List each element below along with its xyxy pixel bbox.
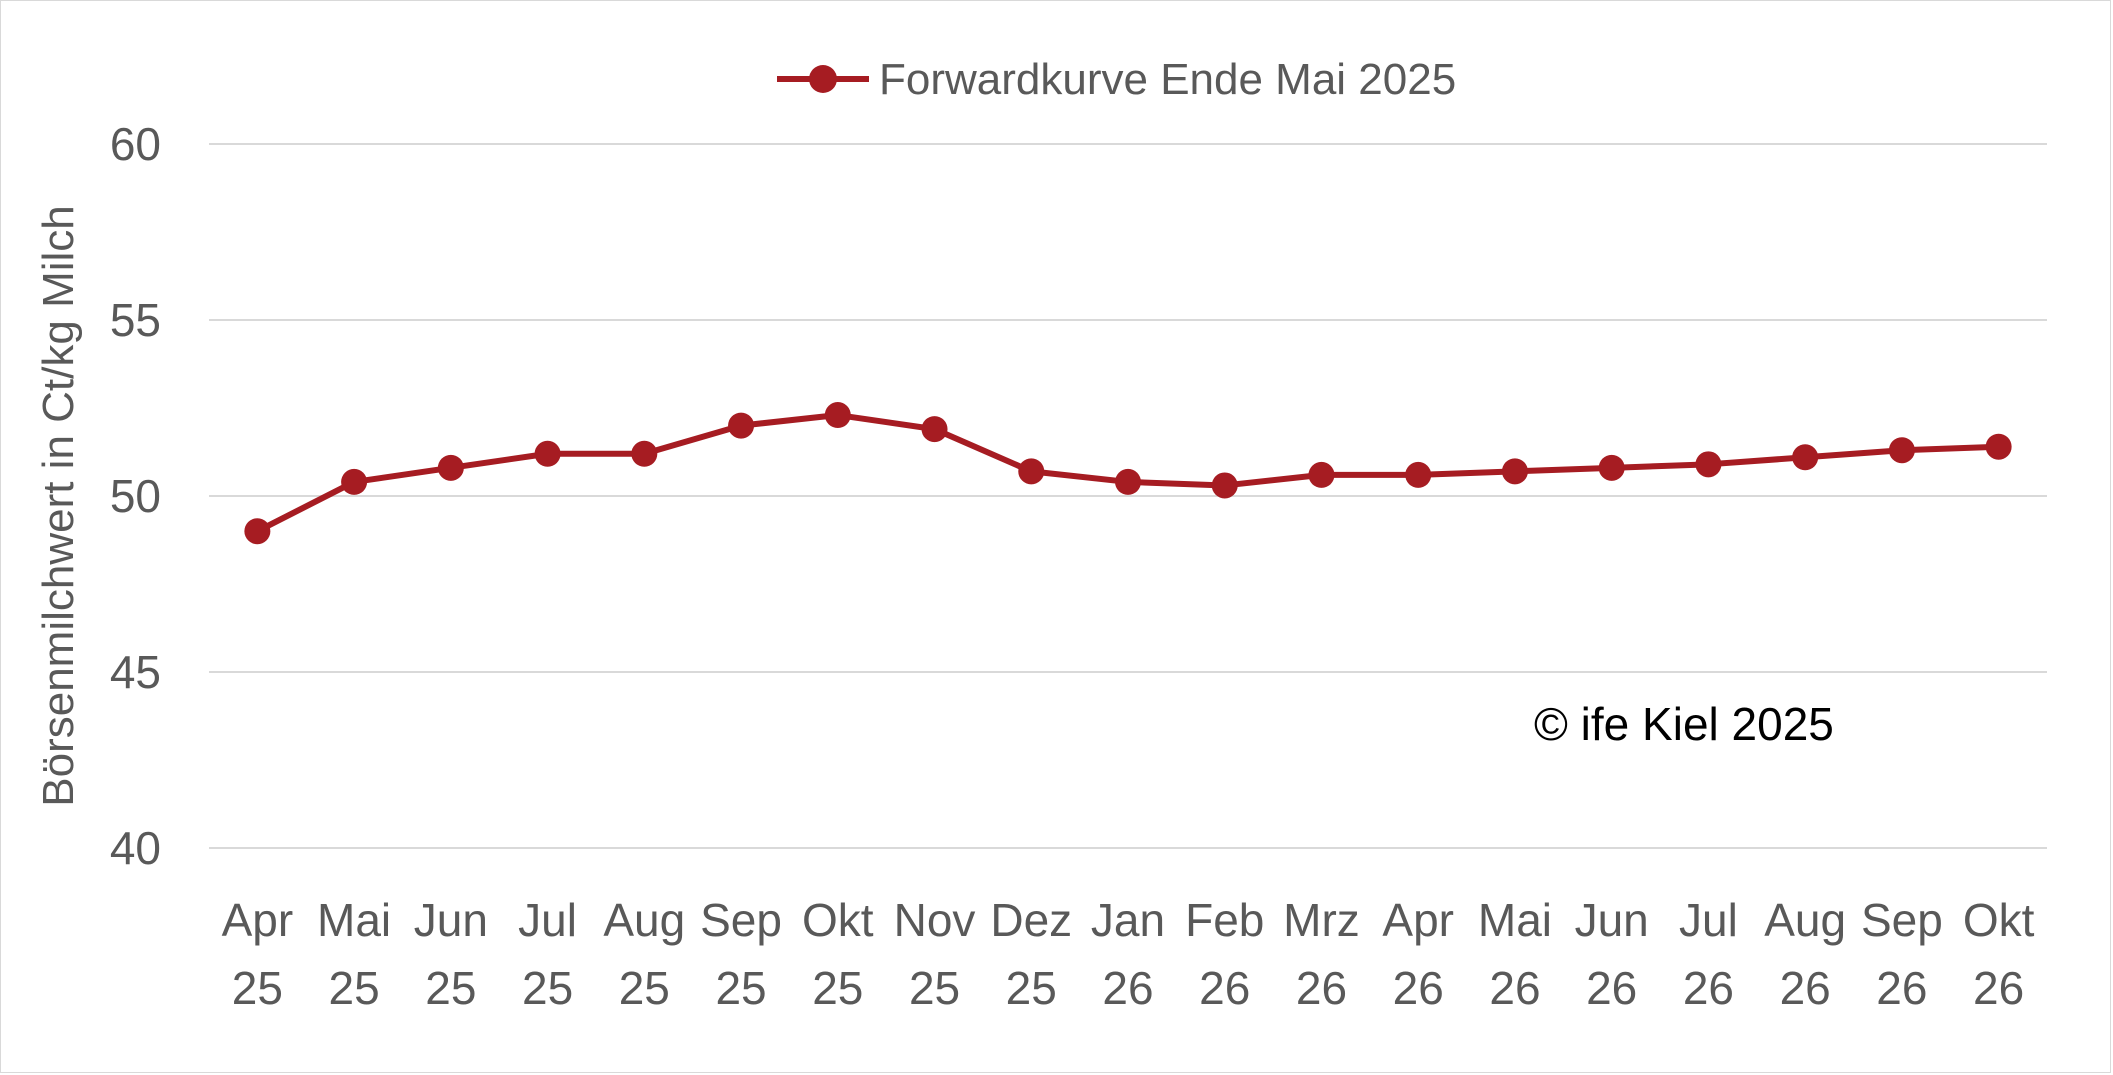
x-tick-label-month: Mrz (1283, 894, 1360, 946)
x-tick-label-year: 25 (522, 962, 573, 1014)
data-point (1985, 433, 2012, 460)
x-tick-label-year: 25 (1006, 962, 1057, 1014)
legend: Forwardkurve Ende Mai 2025 (777, 55, 1456, 104)
data-point (1598, 454, 1625, 481)
data-point (244, 518, 271, 545)
x-tick-label-month: Dez (990, 894, 1072, 946)
y-tick-label: 55 (110, 294, 161, 346)
x-tick-label-year: 25 (232, 962, 283, 1014)
x-tick-label-year: 26 (1393, 962, 1444, 1014)
data-point (921, 416, 948, 443)
x-tick-label-year: 26 (1586, 962, 1637, 1014)
data-point (631, 440, 658, 467)
x-tick-label-year: 26 (1683, 962, 1734, 1014)
x-tick-label-year: 26 (1780, 962, 1831, 1014)
x-tick-label-year: 26 (1199, 962, 1250, 1014)
gridlines (209, 143, 2047, 849)
y-axis-tick-labels: 40 45 50 55 60 (110, 118, 161, 874)
data-point (1405, 461, 1432, 488)
x-tick-label-year: 25 (909, 962, 960, 1014)
x-tick-label-month: Aug (603, 894, 685, 946)
x-axis-tick-labels: Apr 25 Mai 25 Jun 25 Jul 25 Aug 25 Sep 25 Okt 25 Nov 25… (222, 894, 2035, 1014)
x-tick-label-year: 25 (715, 962, 766, 1014)
x-tick-label-month: Jul (518, 894, 577, 946)
data-point (1695, 451, 1722, 478)
data-point (1888, 437, 1915, 464)
x-tick-label-year: 25 (812, 962, 863, 1014)
y-tick-label: 40 (110, 822, 161, 874)
x-tick-label-year: 26 (1296, 962, 1347, 1014)
x-tick-label-month: Jun (414, 894, 488, 946)
legend-point-marker (809, 65, 837, 93)
data-point (1308, 461, 1335, 488)
x-tick-label-month: Nov (894, 894, 976, 946)
x-tick-label-month: Mai (1478, 894, 1552, 946)
y-tick-label: 50 (110, 470, 161, 522)
series-layer (244, 402, 2012, 545)
data-point (341, 468, 368, 495)
data-point (1501, 458, 1528, 485)
x-tick-label-month: Sep (700, 894, 782, 946)
x-tick-label-month: Okt (802, 894, 874, 946)
data-point (1792, 444, 1819, 471)
data-point (824, 402, 851, 429)
x-tick-label-month: Apr (222, 894, 294, 946)
x-tick-label-year: 26 (1489, 962, 1540, 1014)
x-tick-label-month: Okt (1963, 894, 2035, 946)
x-tick-label-year: 26 (1102, 962, 1153, 1014)
data-point (1018, 458, 1045, 485)
x-tick-label-month: Jan (1091, 894, 1165, 946)
x-tick-label-month: Sep (1861, 894, 1943, 946)
x-tick-label-month: Jul (1679, 894, 1738, 946)
data-point (437, 454, 464, 481)
x-tick-label-year: 25 (619, 962, 670, 1014)
y-tick-label: 60 (110, 118, 161, 170)
data-point (534, 440, 561, 467)
x-tick-label-year: 26 (1876, 962, 1927, 1014)
x-tick-label-month: Aug (1764, 894, 1846, 946)
legend-label: Forwardkurve Ende Mai 2025 (879, 55, 1456, 104)
x-tick-label-year: 25 (329, 962, 380, 1014)
x-tick-label-month: Jun (1575, 894, 1649, 946)
x-tick-label-month: Apr (1382, 894, 1454, 946)
copyright-annotation: © ife Kiel 2025 (1534, 698, 1834, 750)
data-point (728, 412, 755, 439)
y-axis-title: Börsenmilchwert in Ct/kg Milch (34, 205, 83, 807)
data-point (1115, 468, 1141, 495)
y-tick-label: 45 (110, 646, 161, 698)
x-tick-label-year: 25 (425, 962, 476, 1014)
data-point (1211, 472, 1238, 499)
x-tick-label-month: Feb (1185, 894, 1264, 946)
x-tick-label-year: 26 (1973, 962, 2024, 1014)
x-tick-label-month: Mai (317, 894, 391, 946)
